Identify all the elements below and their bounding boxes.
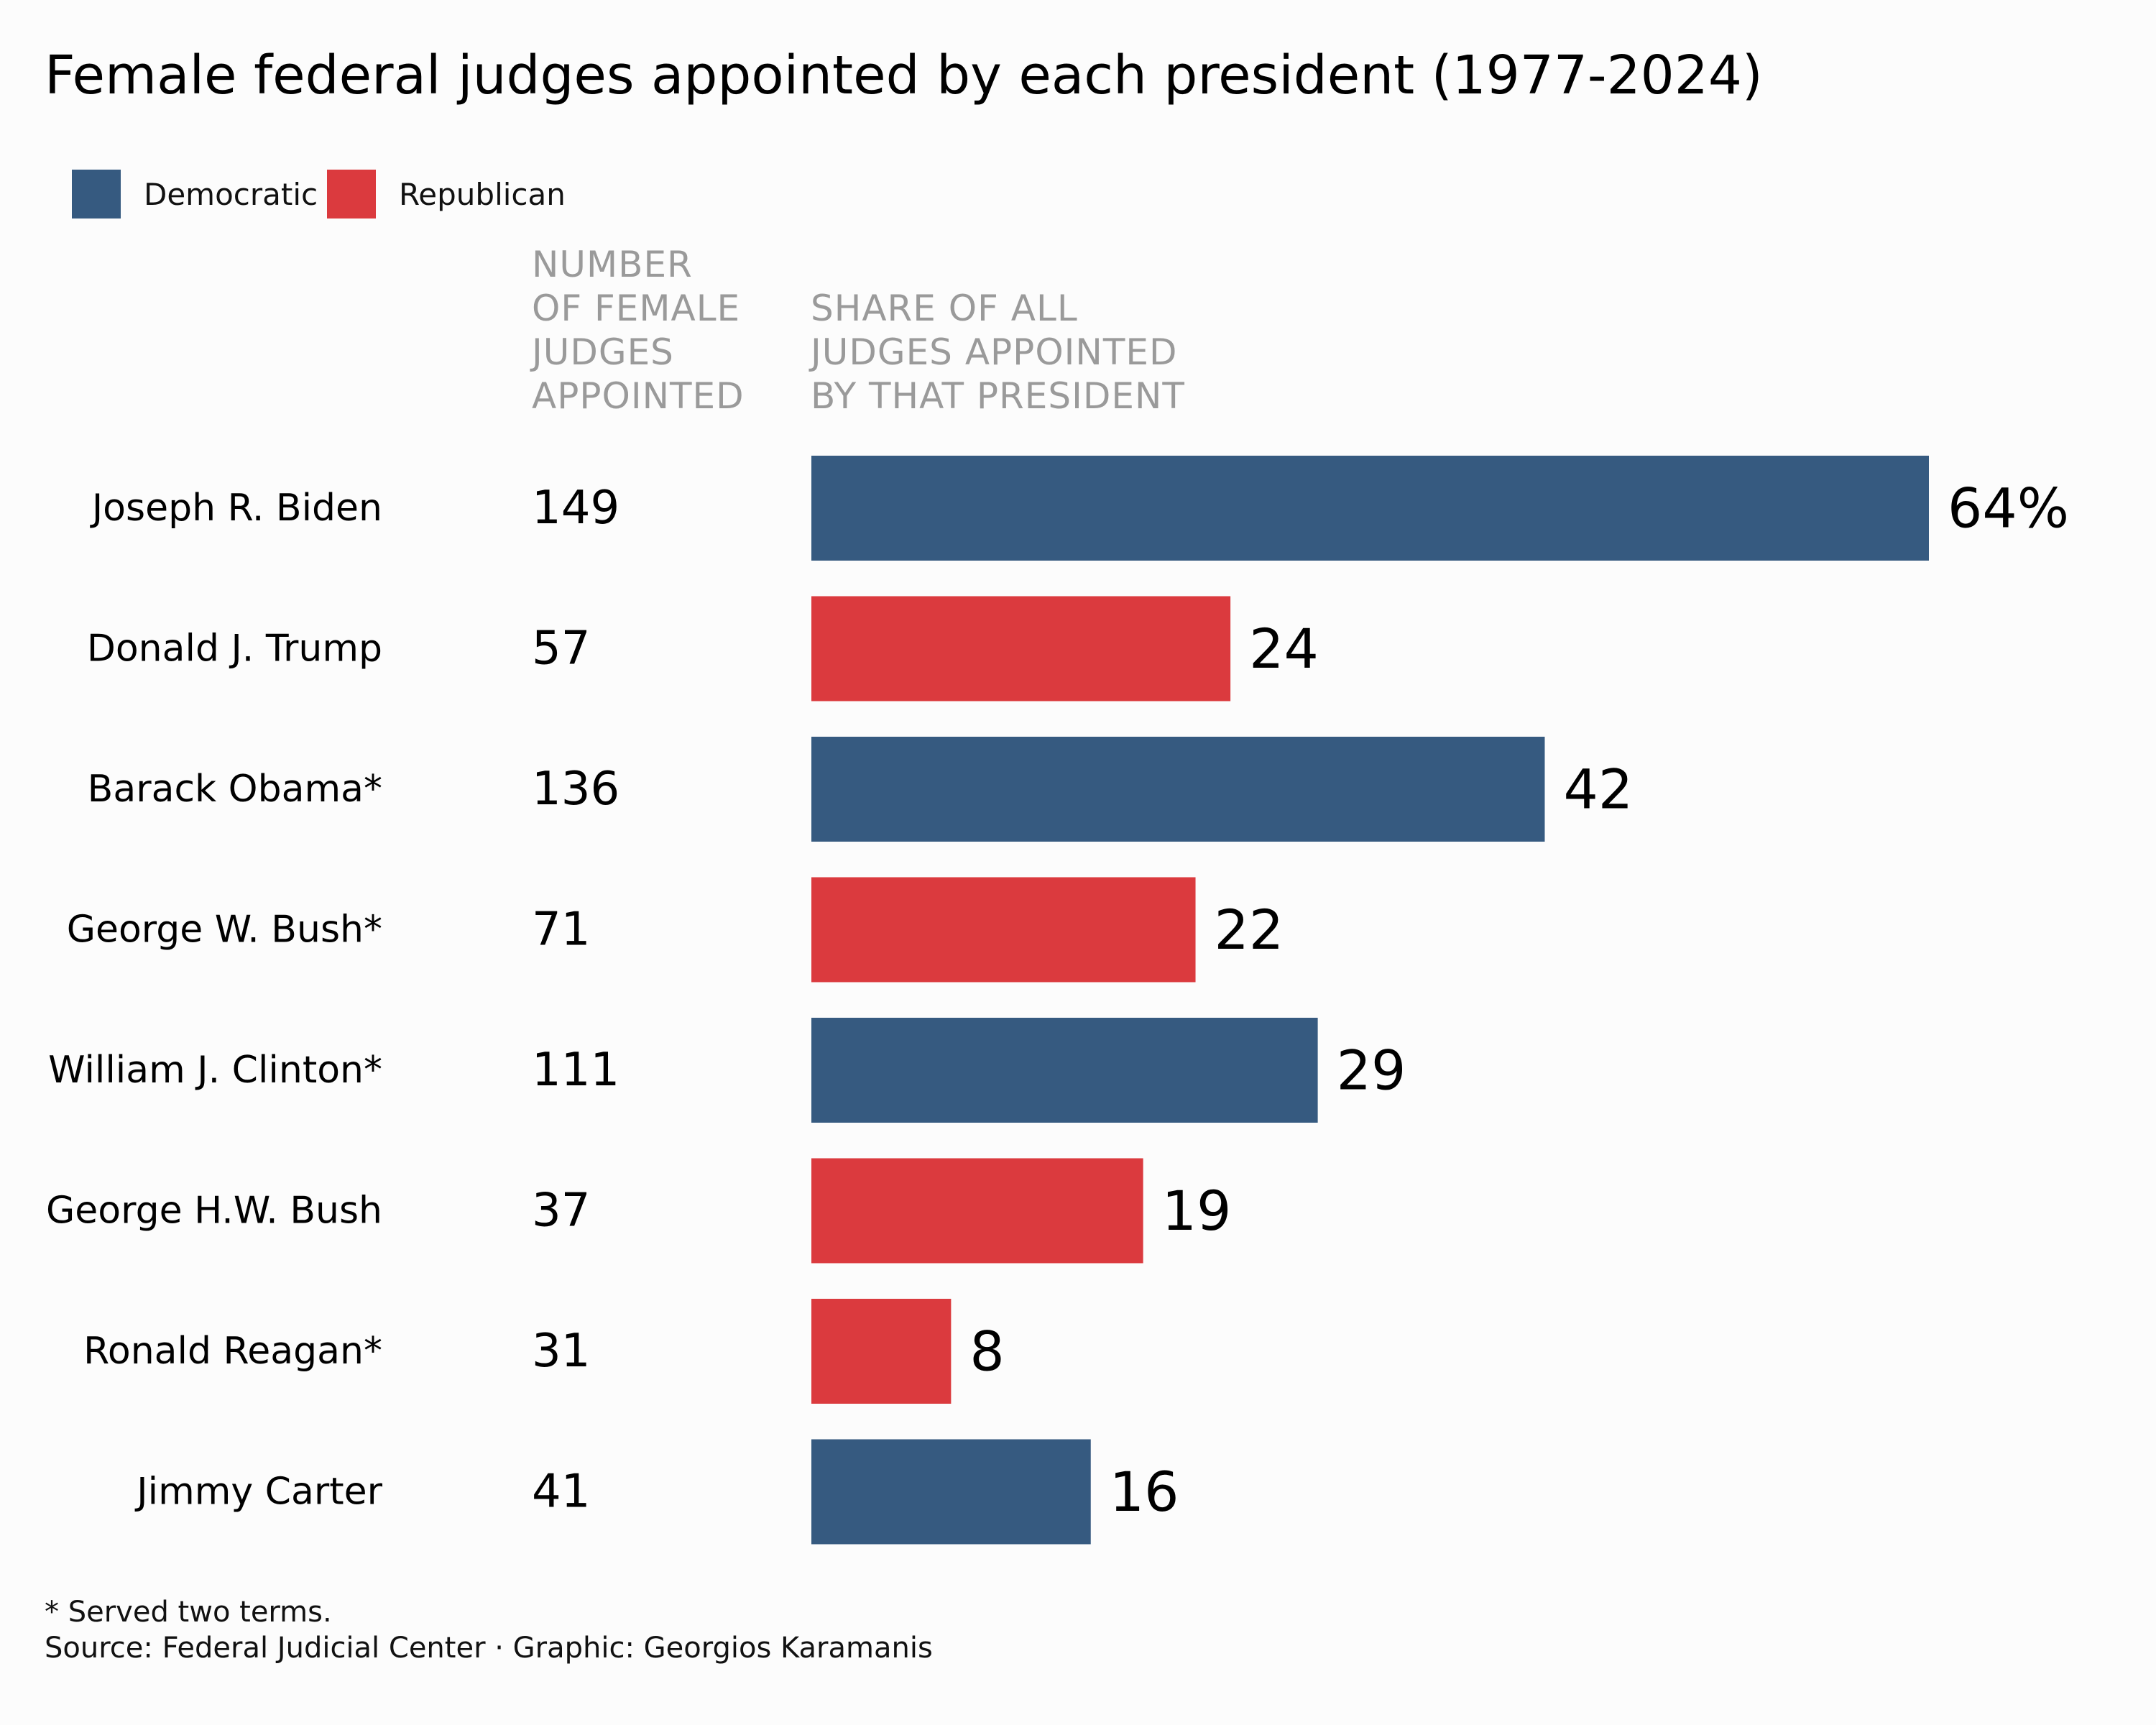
count-column-header: NUMBER OF FEMALE JUDGES APPOINTED [532, 244, 745, 417]
category-label: Donald J. Trump [87, 627, 382, 671]
count-label: 71 [532, 903, 590, 957]
value-label: 16 [1110, 1460, 1179, 1524]
category-label: Joseph R. Biden [90, 487, 382, 530]
count-label: 111 [532, 1044, 619, 1097]
bar [811, 1158, 1143, 1264]
bar [811, 877, 1196, 983]
value-label: 19 [1162, 1179, 1232, 1243]
count-label: 136 [532, 763, 619, 816]
share-column-header: SHARE OF ALL JUDGES APPOINTED BY THAT PR… [811, 288, 1185, 417]
value-label: 8 [969, 1320, 1004, 1384]
legend-item-republican: Republican [327, 169, 566, 219]
bar-row-jimmy-carter: Jimmy Carter 41 16 [134, 1439, 1179, 1545]
bar-row-william-j-clinton: William J. Clinton* 111 29 [48, 1018, 1406, 1123]
category-label: Jimmy Carter [134, 1471, 382, 1514]
bar [811, 1018, 1318, 1123]
bar-row-barack-obama: Barack Obama* 136 42 [88, 737, 1633, 842]
category-label: George W. Bush* [67, 908, 382, 952]
footnote: * Served two terms. Source: Federal Judi… [45, 1594, 933, 1666]
bar [811, 456, 1929, 561]
bar [811, 596, 1231, 702]
bar-row-george-w-bush: George W. Bush* 71 22 [67, 877, 1284, 983]
bar-row-donald-j-trump: Donald J. Trump 57 24 [87, 596, 1319, 702]
count-label: 57 [532, 622, 590, 676]
legend-label-democratic: Democratic [144, 176, 318, 212]
bar-row-george-h-w-bush: George H.W. Bush 37 19 [46, 1158, 1232, 1264]
bar [811, 1299, 952, 1404]
chart-title: Female federal judges appointed by each … [45, 45, 1763, 106]
count-label: 149 [532, 482, 619, 535]
bar [811, 1439, 1091, 1545]
value-label: 24 [1249, 617, 1319, 681]
bar-row-joseph-r-biden: Joseph R. Biden 149 64% [90, 456, 2069, 561]
category-label: Ronald Reagan* [83, 1330, 382, 1373]
value-label: 42 [1563, 758, 1633, 822]
legend-swatch-democratic [72, 170, 121, 218]
legend-swatch-republican [327, 170, 376, 218]
footnote-source: Source: Federal Judicial Center · Graphi… [45, 1632, 933, 1665]
count-label: 37 [532, 1184, 590, 1238]
category-label: William J. Clinton* [48, 1049, 382, 1092]
value-label: 29 [1337, 1039, 1406, 1103]
value-label: 64% [1948, 477, 2069, 540]
footnote-note: * Served two terms. [45, 1596, 332, 1629]
category-label: George H.W. Bush [46, 1190, 382, 1233]
bar [811, 737, 1545, 842]
value-label: 22 [1215, 898, 1284, 962]
bar-row-ronald-reagan: Ronald Reagan* 31 8 [83, 1299, 1005, 1404]
legend-label-republican: Republican [399, 176, 566, 212]
category-label: Barack Obama* [88, 768, 382, 811]
count-label: 41 [532, 1466, 590, 1519]
legend-item-democratic: Democratic [72, 169, 318, 219]
count-label: 31 [532, 1325, 590, 1378]
